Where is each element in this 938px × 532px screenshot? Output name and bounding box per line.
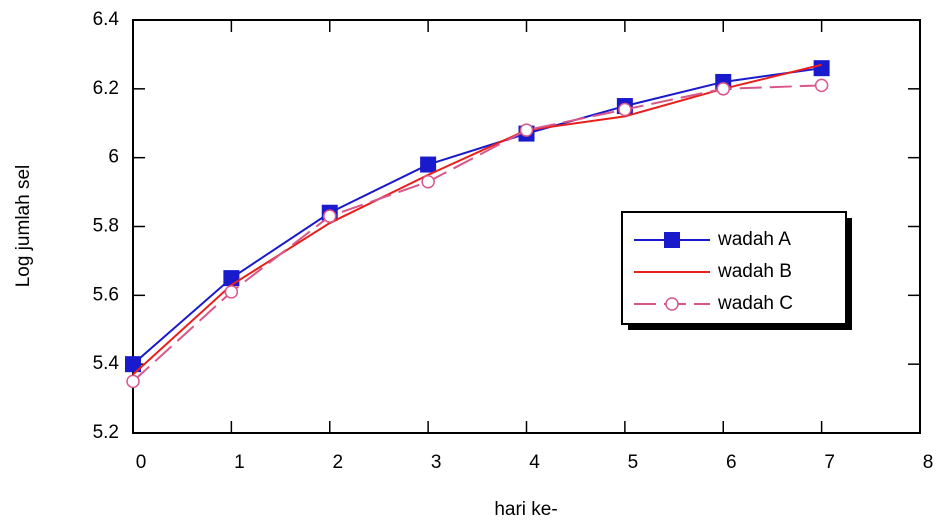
x-tick-label: 5	[628, 452, 639, 473]
y-tick-label: 5.6	[93, 284, 119, 305]
chart: hari ke- Log jumlah sel 0 1 2 3 4 5 6 7 8 5.2 5.4 5…	[0, 0, 938, 527]
y-tick-label: 6	[108, 147, 119, 168]
legend-label: wadah C	[717, 293, 793, 314]
marker	[225, 286, 237, 298]
legend-marker	[666, 298, 678, 310]
legend-label: wadah A	[717, 229, 791, 250]
y-tick-label: 5.2	[93, 422, 119, 443]
marker	[521, 124, 533, 136]
x-tick-label: 7	[824, 452, 835, 473]
x-tick-label: 4	[529, 452, 540, 473]
x-tick-label: 6	[726, 452, 737, 473]
x-axis-label: hari ke-	[494, 499, 557, 520]
marker	[814, 60, 830, 76]
x-tick-label: 1	[234, 452, 245, 473]
x-tick-label: 8	[923, 452, 934, 473]
legend-marker	[664, 232, 680, 248]
marker	[324, 210, 336, 222]
marker	[420, 157, 436, 173]
y-tick-label: 6.2	[93, 78, 119, 99]
x-tick-label: 2	[332, 452, 343, 473]
legend-label: wadah B	[717, 261, 792, 282]
marker	[127, 375, 139, 387]
y-tick-label: 5.4	[93, 353, 120, 374]
x-tick-label: 0	[136, 452, 147, 473]
y-tick-label: 5.8	[93, 216, 119, 237]
marker	[717, 83, 729, 95]
marker	[223, 270, 239, 286]
y-tick-label: 6.4	[93, 9, 120, 30]
marker	[422, 176, 434, 188]
marker	[816, 79, 828, 91]
y-axis-label: Log jumlah sel	[13, 165, 34, 288]
x-tick-label: 3	[431, 452, 442, 473]
marker	[619, 103, 631, 115]
